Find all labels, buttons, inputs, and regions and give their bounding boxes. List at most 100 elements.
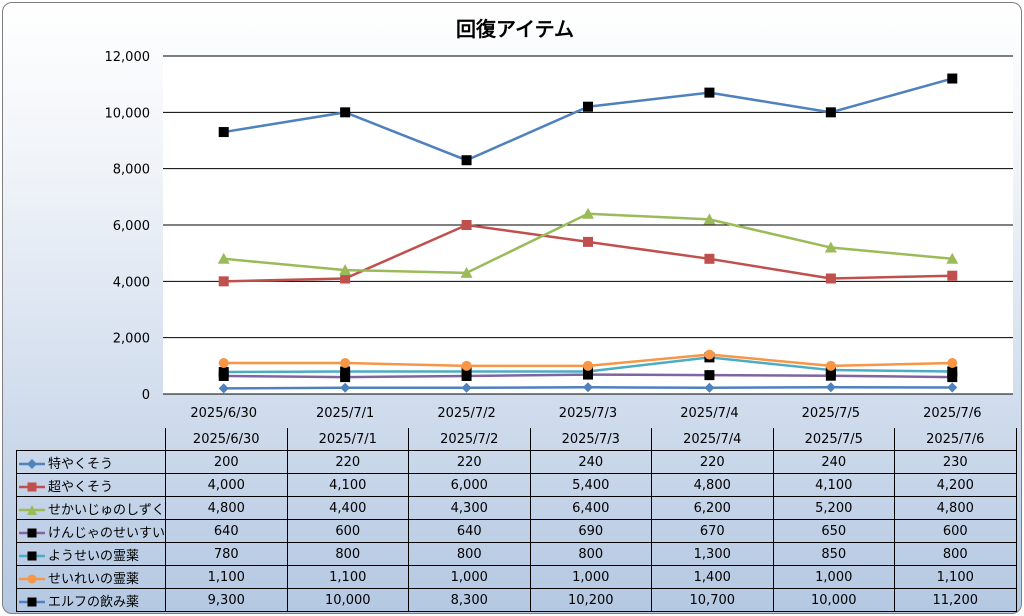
table-cell: 10,000 xyxy=(286,588,410,612)
series-2-point xyxy=(704,253,715,264)
series-3-point xyxy=(582,207,594,219)
series-3-point xyxy=(339,264,352,276)
series-1-point xyxy=(583,382,593,393)
x-tick-label: 2025/7/5 xyxy=(802,406,860,421)
table-cell: 4,800 xyxy=(165,496,288,520)
table-cell: 800 xyxy=(286,542,410,566)
table-cell: 800 xyxy=(408,542,531,566)
series-2-point xyxy=(583,236,593,247)
table-row: ようせいの霊薬 780 800 800 800 1,300 850 800 xyxy=(15,542,1017,566)
table-body: 特やくそう 200 220 220 240 220 240 230 超やくそう 4,000 4,10… xyxy=(15,450,1017,612)
series-4-point xyxy=(947,372,958,383)
table-cell: 9,300 xyxy=(165,588,288,612)
x-tick-label: 2025/6/30 xyxy=(190,406,257,421)
y-tick-label: 10,000 xyxy=(105,106,151,121)
y-tick-label: 0 xyxy=(142,388,150,403)
table-cell: 10,000 xyxy=(772,588,896,612)
series-3-point xyxy=(460,266,473,278)
series-5-point xyxy=(340,366,351,377)
series-2-point xyxy=(825,273,836,284)
x-tick-label: 2025/7/6 xyxy=(923,406,981,421)
table-cell: 4,000 xyxy=(165,473,288,497)
series-7-point xyxy=(583,101,593,112)
table-row: せかいじゅのしずく 4,800 4,400 4,300 6,400 6,200 5,200 4… xyxy=(15,496,1017,520)
data-table: 2025/6/30 2025/7/1 2025/7/2 2025/7/3 2025/7/… xyxy=(15,428,1017,612)
table-row: せいれいの霊薬 1,100 1,100 1,000 1,000 1,400 1,000 1,1… xyxy=(15,565,1017,589)
series-1-point xyxy=(218,383,229,394)
table-cell: 1,400 xyxy=(651,565,774,589)
x-tick-label: 2025/7/1 xyxy=(316,406,374,421)
table-cell: 1,100 xyxy=(894,565,1017,589)
table-cell: 11,200 xyxy=(894,588,1017,612)
series-7-point xyxy=(218,127,229,138)
y-tick-label: 6,000 xyxy=(113,219,150,234)
chart-title: 回復アイテム xyxy=(456,17,574,41)
series-1-point xyxy=(825,382,836,393)
table-header-row: 2025/6/30 2025/7/1 2025/7/2 2025/7/3 2025/7/… xyxy=(17,428,1017,451)
table-cell: 800 xyxy=(894,542,1017,566)
table-cell: 600 xyxy=(286,519,410,543)
table-cell: 5,400 xyxy=(529,473,653,497)
table-cell: 650 xyxy=(772,519,896,543)
legend-key-icon xyxy=(19,574,45,584)
table-cell: 640 xyxy=(165,519,288,543)
table-row-label: せいれいの霊薬 xyxy=(15,565,167,589)
table-cell: 6,400 xyxy=(529,496,653,520)
table-cell: 1,000 xyxy=(408,565,531,589)
series-6-point xyxy=(218,358,229,369)
series-6-point xyxy=(947,358,958,369)
series-1-point xyxy=(947,382,958,393)
series-2-point xyxy=(461,220,472,230)
legend-key-icon xyxy=(19,482,45,492)
table-header-cell: 2025/7/4 xyxy=(651,428,774,451)
series-6-point xyxy=(583,360,593,371)
series-1-point xyxy=(340,382,351,393)
table-row: 超やくそう 4,000 4,100 6,000 5,400 4,800 4,100 4,200 xyxy=(15,473,1017,497)
table-cell: 220 xyxy=(286,450,410,474)
table-cell: 850 xyxy=(772,542,896,566)
table-row: けんじゃのせいすい 640 600 640 690 670 650 600 xyxy=(15,519,1017,543)
series-5-point xyxy=(461,366,472,377)
table-cell: 4,100 xyxy=(286,473,410,497)
series-3-point xyxy=(217,252,230,264)
series-6-point xyxy=(704,349,715,360)
series-1-point xyxy=(704,382,715,393)
table-cell: 4,200 xyxy=(894,473,1017,497)
table-row-label: 特やくそう xyxy=(15,450,167,474)
legend-key-icon xyxy=(19,597,45,607)
table-cell: 4,100 xyxy=(772,473,896,497)
table-cell: 10,200 xyxy=(529,588,653,612)
series-name: せいれいの霊薬 xyxy=(48,571,140,587)
series-name: せかいじゅのしずく xyxy=(48,502,165,518)
table-cell: 240 xyxy=(772,450,896,474)
series-name: エルフの飲み薬 xyxy=(48,594,140,610)
series-7-point xyxy=(340,107,351,118)
table-corner xyxy=(17,428,166,451)
table-cell: 1,100 xyxy=(165,565,288,589)
series-1-point xyxy=(461,382,472,393)
table-cell: 4,400 xyxy=(286,496,410,520)
y-tick-label: 8,000 xyxy=(113,163,150,178)
table-row-label: 超やくそう xyxy=(15,473,167,497)
table-cell: 800 xyxy=(529,542,653,566)
table-cell: 200 xyxy=(165,450,288,474)
series-2-point xyxy=(218,276,229,287)
table-cell: 670 xyxy=(651,519,774,543)
table-cell: 230 xyxy=(894,450,1017,474)
table-row: エルフの飲み薬 9,300 10,000 8,300 10,200 10,700 10,00… xyxy=(15,588,1017,612)
series-3-point xyxy=(946,252,959,264)
x-tick-label: 2025/7/2 xyxy=(437,406,495,421)
series-7-point xyxy=(825,107,836,118)
table-row-label: エルフの飲み薬 xyxy=(15,588,167,612)
legend-key-icon xyxy=(19,528,45,538)
legend-key-icon xyxy=(19,551,45,561)
table-header-cell: 2025/7/3 xyxy=(529,428,653,451)
table-row-label: せかいじゅのしずく xyxy=(15,496,167,520)
table-row-label: けんじゃのせいすい xyxy=(15,519,167,543)
table-cell: 5,200 xyxy=(772,496,896,520)
series-name: 特やくそう xyxy=(48,456,114,472)
table-cell: 4,800 xyxy=(894,496,1017,520)
table-cell: 640 xyxy=(408,519,531,543)
table-cell: 780 xyxy=(165,542,288,566)
